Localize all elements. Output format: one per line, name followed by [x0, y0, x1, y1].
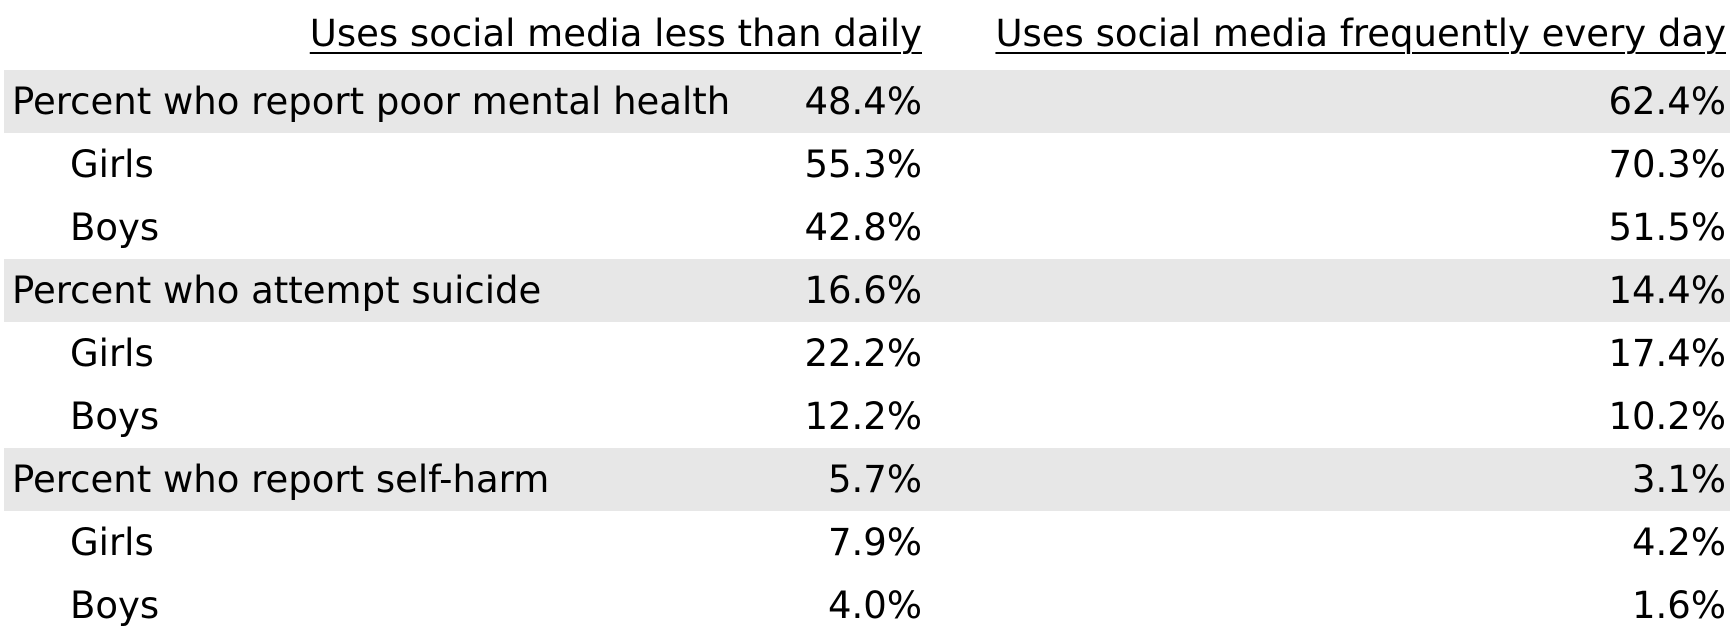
table-row: Girls 55.3% 70.3% — [4, 133, 1730, 196]
row-label: Boys — [70, 206, 160, 249]
cell-less-than-daily: 7.9% — [828, 521, 922, 564]
table-row: Percent who report poor mental health 48… — [4, 70, 1730, 133]
cell-less-than-daily: 42.8% — [804, 206, 922, 249]
row-label: Girls — [70, 521, 154, 564]
row-label: Girls — [70, 143, 154, 186]
cell-less-than-daily: 12.2% — [804, 395, 922, 438]
table-row: Boys 42.8% 51.5% — [4, 196, 1730, 259]
cell-less-than-daily: 55.3% — [804, 143, 922, 186]
row-label: Percent who report self-harm — [12, 458, 550, 501]
row-label: Boys — [70, 584, 160, 627]
cell-less-than-daily: 16.6% — [804, 269, 922, 312]
column-header-less-than-daily: Uses social media less than daily — [309, 12, 922, 55]
cell-frequently-every-day: 3.1% — [1632, 458, 1726, 501]
table-row: Percent who report self-harm 5.7% 3.1% — [4, 448, 1730, 511]
column-header-frequently-every-day: Uses social media frequently every day — [995, 12, 1726, 55]
cell-less-than-daily: 5.7% — [828, 458, 922, 501]
cell-frequently-every-day: 1.6% — [1632, 584, 1726, 627]
table-row: Boys 4.0% 1.6% — [4, 574, 1730, 637]
row-label: Girls — [70, 332, 154, 375]
cell-frequently-every-day: 14.4% — [1608, 269, 1726, 312]
cell-frequently-every-day: 51.5% — [1608, 206, 1726, 249]
table-row: Percent who attempt suicide 16.6% 14.4% — [4, 259, 1730, 322]
row-label: Boys — [70, 395, 160, 438]
cell-frequently-every-day: 10.2% — [1608, 395, 1726, 438]
cell-frequently-every-day: 17.4% — [1608, 332, 1726, 375]
cell-frequently-every-day: 62.4% — [1608, 80, 1726, 123]
cell-less-than-daily: 22.2% — [804, 332, 922, 375]
table-row: Girls 7.9% 4.2% — [4, 511, 1730, 574]
header-row: Uses social media less than daily Uses s… — [0, 0, 1734, 70]
cell-less-than-daily: 4.0% — [828, 584, 922, 627]
table-row: Girls 22.2% 17.4% — [4, 322, 1730, 385]
cell-less-than-daily: 48.4% — [804, 80, 922, 123]
table-row: Boys 12.2% 10.2% — [4, 385, 1730, 448]
table-body: Percent who report poor mental health 48… — [4, 70, 1730, 637]
row-label: Percent who report poor mental health — [12, 80, 731, 123]
cell-frequently-every-day: 70.3% — [1608, 143, 1726, 186]
row-label: Percent who attempt suicide — [12, 269, 542, 312]
cell-frequently-every-day: 4.2% — [1632, 521, 1726, 564]
